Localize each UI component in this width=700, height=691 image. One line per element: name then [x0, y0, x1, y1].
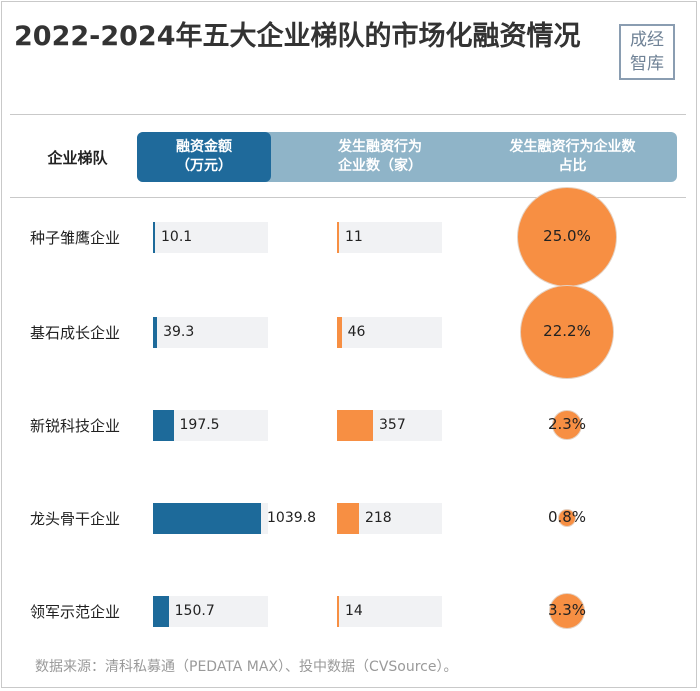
count-bar: [337, 317, 342, 348]
share-value-label: 2.3%: [547, 415, 587, 433]
share-value-label: 0.8%: [547, 508, 587, 526]
count-value-label: 11: [345, 229, 363, 245]
tier-header-label: 企业梯队: [47, 149, 108, 167]
amount-value-label: 39.3: [163, 324, 195, 340]
amount-bar-track: [153, 503, 268, 534]
amount-bar: [153, 222, 155, 253]
count-value-label: 357: [379, 417, 406, 433]
count-bar: [337, 503, 359, 534]
amount-bar: [153, 410, 174, 441]
tier-label: 龙头骨干企业: [30, 510, 121, 528]
share-value-label: 22.2%: [543, 322, 591, 340]
amount-value-label: 1039.8: [267, 510, 316, 526]
count-bar: [337, 596, 339, 627]
share-value-label: 3.3%: [547, 601, 587, 619]
data-source-note: 数据来源：清科私募通（PEDATA MAX）、投中数据（CVSource）。: [35, 659, 458, 675]
share-header-line2: 占比: [558, 158, 587, 174]
share-bubble: [558, 509, 576, 527]
count-header-line2: 企业数（家）: [338, 158, 422, 174]
tier-label: 基石成长企业: [30, 324, 121, 342]
count-bar-track: [337, 222, 442, 253]
amount-bar-track: [153, 222, 268, 253]
amount-value-label: 10.1: [161, 229, 193, 245]
count-bar-track: [337, 596, 442, 627]
share-value-label: 25.0%: [543, 227, 591, 245]
header-divider: [10, 197, 686, 198]
count-bar-track: [337, 410, 442, 441]
share-header-line1: 发生融资行为企业数: [509, 139, 636, 155]
amount-bar: [153, 596, 169, 627]
tier-label: 领军示范企业: [30, 603, 121, 621]
amount-bar: [153, 317, 158, 348]
top-divider: [10, 114, 686, 115]
count-bar: [337, 410, 373, 441]
amount-header-tab[interactable]: [137, 132, 271, 182]
amount-bar: [153, 503, 261, 534]
count-bar: [337, 222, 339, 253]
share-header: 发生融资行为企业数 占比: [480, 132, 665, 182]
count-bar-track: [337, 317, 442, 348]
amount-header-line1: 融资金额: [176, 139, 232, 155]
share-bubble: [519, 284, 615, 380]
amount-header: 融资金额 （万元）: [137, 132, 271, 182]
count-header-line1: 发生融资行为: [338, 139, 422, 155]
brand-logo: 成经 智库: [619, 24, 675, 80]
tier-label: 种子雏鹰企业: [30, 229, 121, 247]
chart-title: 2022-2024年五大企业梯队的市场化融资情况: [14, 21, 581, 52]
amount-header-line2: （万元）: [176, 158, 232, 174]
count-bar-track: [337, 503, 442, 534]
amount-value-label: 150.7: [174, 603, 215, 619]
logo-line-2: 智库: [630, 54, 664, 74]
count-value-label: 46: [347, 324, 366, 340]
amount-value-label: 197.5: [179, 417, 220, 433]
logo-line-1: 成经: [630, 30, 664, 50]
count-header: 发生融资行为 企业数（家）: [300, 132, 460, 182]
share-bubble: [551, 409, 583, 441]
share-bubble: [517, 187, 617, 287]
share-bubble: [548, 592, 586, 630]
count-value-label: 14: [345, 603, 363, 619]
amount-bar-track: [153, 410, 268, 441]
count-value-label: 218: [364, 510, 392, 526]
tier-label: 新锐科技企业: [30, 417, 121, 435]
amount-bar-track: [153, 317, 268, 348]
amount-bar-track: [153, 596, 268, 627]
